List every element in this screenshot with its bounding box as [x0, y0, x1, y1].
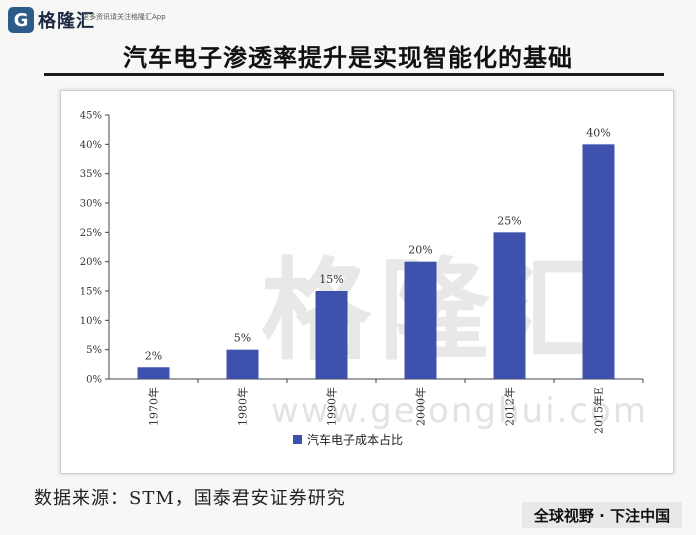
- x-tick-label: 1990年: [325, 387, 339, 426]
- bar: [493, 232, 526, 379]
- background-ghost-text: [0, 170, 18, 310]
- x-tick-label: 2015年E: [592, 387, 606, 434]
- watermark-url: www.gelonghui.com: [271, 391, 648, 431]
- bar: [226, 349, 259, 379]
- x-tick-label: 1980年: [236, 387, 250, 426]
- bar: [404, 261, 437, 379]
- y-tick-label: 35%: [80, 169, 102, 180]
- bar-chart: 0% 5% 10% 15% 20% 25% 30% 35% 40% 45% 2% 1970年 5% 198…: [80, 111, 644, 447]
- bar: [582, 144, 615, 379]
- title-divider: [44, 73, 664, 76]
- brand-logo: G 格隆汇: [8, 6, 95, 34]
- y-tick-label: 30%: [80, 199, 102, 210]
- legend-swatch: [293, 435, 302, 444]
- y-tick-label: 25%: [80, 228, 102, 239]
- y-tick-label: 15%: [80, 287, 102, 298]
- data-label: 5%: [234, 332, 251, 345]
- legend-label: 汽车电子成本占比: [307, 432, 403, 447]
- logo-text: 格隆汇: [38, 11, 95, 32]
- page-title: 汽车电子渗透率提升是实现智能化的基础: [123, 44, 573, 72]
- y-tick-label: 20%: [80, 257, 102, 268]
- y-tick-label: 10%: [80, 316, 102, 327]
- chart-panel: 格隆汇 www.gelonghui.com 0% 5% 10% 15% 20% 25% 30…: [60, 90, 674, 474]
- x-tick-label: 2000年: [414, 387, 428, 426]
- bar: [315, 291, 348, 379]
- logo-icon: G: [8, 7, 34, 33]
- logo-slogan: 更多资讯请关注格隆汇App: [82, 13, 166, 21]
- source-note: 数据来源：STM，国泰君安证券研究: [34, 488, 346, 509]
- bar: [137, 367, 170, 379]
- x-tick-label: 2012年: [503, 387, 517, 426]
- data-label: 25%: [497, 214, 521, 227]
- x-tick-label: 1970年: [147, 387, 161, 426]
- y-tick-label: 45%: [80, 111, 102, 122]
- data-label: 15%: [319, 273, 343, 286]
- y-tick-label: 0%: [86, 375, 102, 386]
- y-tick-label: 5%: [86, 345, 102, 356]
- data-label: 20%: [408, 244, 432, 257]
- data-label: 40%: [586, 126, 610, 139]
- data-label: 2%: [145, 349, 162, 362]
- y-tick-label: 40%: [80, 140, 102, 151]
- footer-slogan: 全球视野 · 下注中国: [522, 502, 682, 528]
